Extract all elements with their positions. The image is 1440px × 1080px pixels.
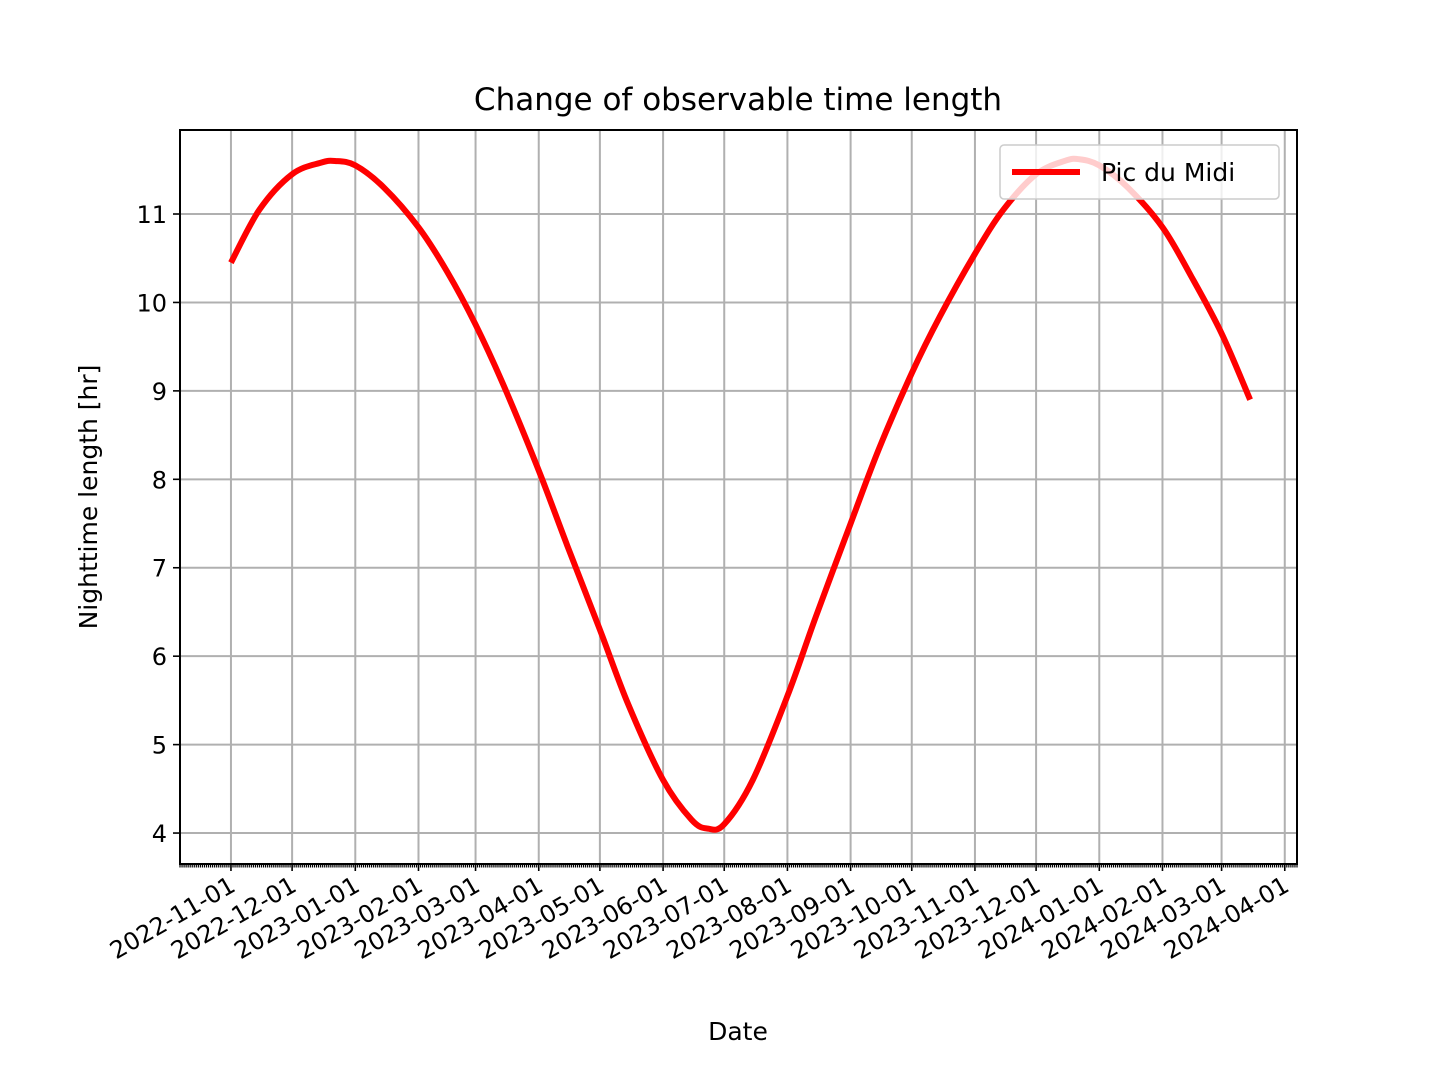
y-tick-label: 6 <box>152 643 167 671</box>
y-tick-label: 8 <box>152 466 167 494</box>
y-tick-label: 11 <box>136 201 167 229</box>
chart-title: Change of observable time length <box>474 82 1002 118</box>
y-axis-ticks: 4 5 6 7 8 9 10 11 <box>136 201 180 848</box>
y-tick-label: 10 <box>136 289 167 317</box>
y-tick-label: 9 <box>152 378 167 406</box>
y-axis-label: Nighttime length [hr] <box>74 365 103 630</box>
legend-label-pic-du-midi: Pic du Midi <box>1101 158 1235 187</box>
legend: Pic du Midi <box>999 144 1280 200</box>
x-axis-label: Date <box>708 1017 768 1046</box>
y-tick-label: 4 <box>152 820 167 848</box>
y-tick-label: 7 <box>152 555 167 583</box>
minor-ticks <box>179 864 1298 868</box>
x-minor-ticks <box>179 864 1298 868</box>
y-tick-label: 5 <box>152 732 167 760</box>
legend-box <box>999 144 1280 200</box>
grid-lines <box>180 130 1297 864</box>
